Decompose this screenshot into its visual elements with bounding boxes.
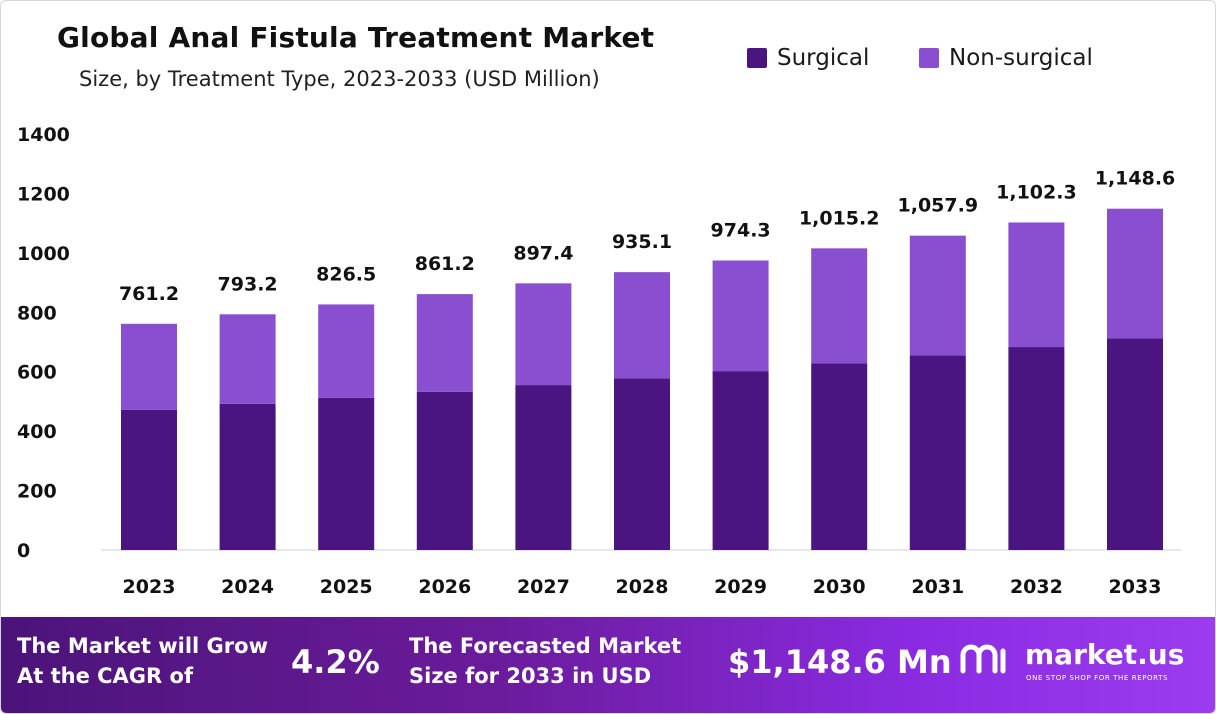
market-us-logo-icon [960,644,1006,674]
bar-total-label: 935.1 [612,231,672,253]
legend-swatch-surgical [747,48,767,68]
bar-chart: 0 200 400 600 800 1000 1200 1400 761.2 2023 793.2 2… [17,124,1181,598]
x-tick-label: 2029 [714,576,767,598]
y-tick-label: 1400 [17,124,70,146]
bar-segment-surgical [121,409,177,550]
bar-total-label: 1,148.6 [1095,168,1176,190]
bar-segment-non-surgical [1107,208,1163,339]
y-tick-label: 1000 [17,243,70,265]
x-tick-label: 2033 [1109,576,1162,598]
chart-subtitle: Size, by Treatment Type, 2023-2033 (USD … [79,67,600,91]
legend-swatch-non-surgical [919,48,939,68]
bar-total-label: 826.5 [316,263,376,285]
bar-segment-surgical [416,391,473,550]
forecast-text-line1: The Forecasted Market [409,634,682,658]
bar-segment-non-surgical [515,283,572,386]
summary-banner: The Market will Grow At the CAGR of 4.2%… [1,617,1215,713]
bar-segment-non-surgical [909,235,966,356]
y-tick-label: 800 [17,302,57,324]
legend-label-surgical: Surgical [777,45,870,71]
cagr-text-line2: At the CAGR of [17,664,194,688]
bar-segment-non-surgical [614,272,670,379]
x-tick-label: 2028 [616,576,669,598]
x-tick-label: 2031 [911,576,964,598]
legend-item-non-surgical: Non-surgical [919,45,1093,71]
y-tick-label: 1200 [17,183,70,205]
cagr-text-line1: The Market will Grow [17,634,268,658]
bar-total-label: 793.2 [218,273,278,295]
bar-segment-non-surgical [219,314,276,404]
bar-total-label: 761.2 [119,283,179,305]
y-tick-label: 600 [17,362,57,384]
bar-total-label: 1,015.2 [799,207,880,229]
forecast-value: $1,148.6 Mn [728,643,952,681]
legend-label-non-surgical: Non-surgical [949,45,1093,71]
bar-total-label: 861.2 [415,253,475,275]
bar-segment-surgical [219,403,276,550]
chart-title: Global Anal Fistula Treatment Market [57,21,655,54]
x-tick-label: 2030 [813,576,866,598]
x-tick-label: 2024 [221,576,274,598]
bar-total-label: 1,057.9 [898,195,979,217]
cagr-value: 4.2% [291,643,380,681]
bar-segment-surgical [1107,338,1163,550]
bar-segment-surgical [1008,347,1065,550]
x-tick-label: 2026 [418,576,471,598]
bar-segment-surgical [318,397,375,550]
bar-segment-non-surgical [1008,222,1065,348]
legend-item-surgical: Surgical [747,45,869,71]
bar-segment-surgical [712,371,769,550]
bar-total-label: 897.4 [513,242,573,264]
bar-segment-surgical [614,378,670,550]
y-tick-label: 400 [17,421,57,443]
bar-segment-surgical [515,385,572,550]
brand-tagline: ONE STOP SHOP FOR THE REPORTS [1026,674,1169,682]
bar-segment-non-surgical [712,260,769,372]
bar-total-label: 1,102.3 [996,181,1077,203]
y-tick-label: 200 [17,481,57,503]
bar-total-label: 974.3 [711,219,771,241]
bar-segment-non-surgical [811,248,868,364]
bar-segment-non-surgical [121,323,177,410]
y-tick-label: 0 [17,540,30,562]
x-tick-label: 2032 [1010,576,1063,598]
bar-segment-non-surgical [318,304,375,398]
bar-segment-non-surgical [416,294,473,392]
bar-segment-surgical [811,363,868,550]
x-tick-label: 2023 [123,576,176,598]
forecast-text-line2: Size for 2033 in USD [409,664,652,688]
x-tick-label: 2027 [517,576,570,598]
bar-segment-surgical [909,355,966,550]
brand-name: market.us [1025,638,1185,671]
x-tick-label: 2025 [320,576,373,598]
